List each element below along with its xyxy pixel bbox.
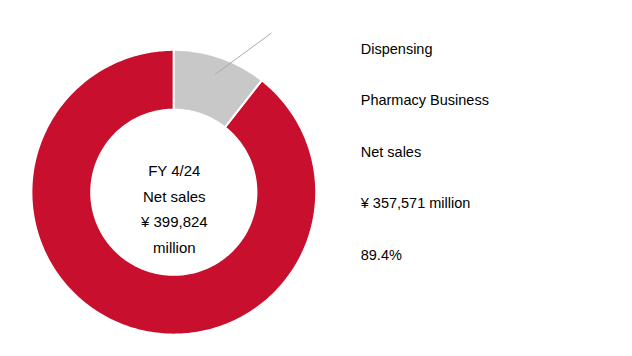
svg-text:Net sales: Net sales xyxy=(361,144,421,160)
svg-text:¥ 357,571 million: ¥ 357,571 million xyxy=(360,195,471,211)
svg-text:Net sales: Net sales xyxy=(143,188,206,205)
svg-text:million: million xyxy=(153,239,196,256)
svg-text:Dispensing: Dispensing xyxy=(361,41,433,57)
svg-text:89.4%: 89.4% xyxy=(361,247,402,263)
svg-text:¥ 399,824: ¥ 399,824 xyxy=(140,213,208,230)
svg-text:Pharmacy Business: Pharmacy Business xyxy=(361,92,489,108)
svg-text:FY 4/24: FY 4/24 xyxy=(148,162,200,179)
